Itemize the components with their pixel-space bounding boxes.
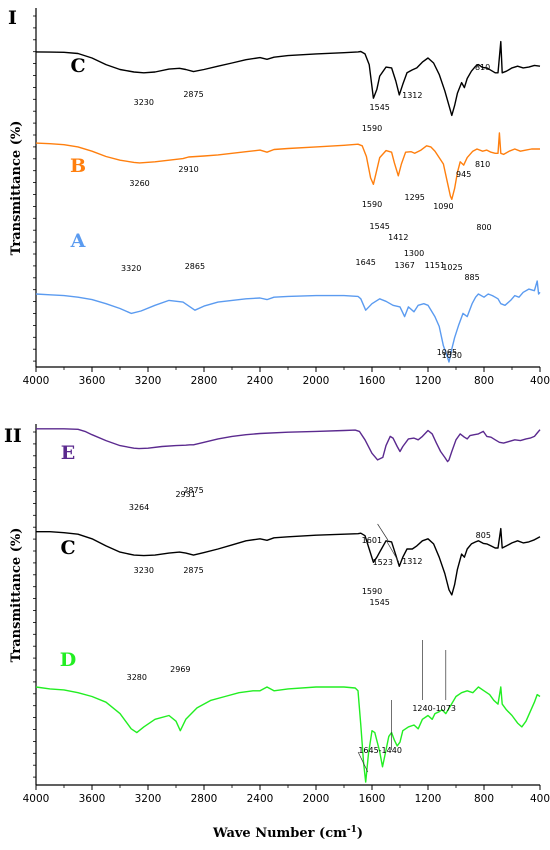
- peak-annotation: 1151: [425, 261, 445, 270]
- x-tick-label: 3600: [79, 793, 106, 805]
- series-D-line: [35, 686, 541, 783]
- peak-annotation: 1545: [370, 103, 390, 112]
- peak-annotation: 2910: [178, 165, 198, 174]
- x-tick-label: 3200: [135, 793, 162, 805]
- peak-annotation: 1590: [362, 587, 382, 596]
- panel-II: 4000 3600 3200 2800 2400 2000 1600 1200 800 400 II…: [4, 424, 550, 841]
- series-C-label: C: [60, 537, 75, 559]
- series-C-line: [35, 40, 541, 117]
- series-E-label: E: [61, 442, 75, 464]
- x-tick-label: 4000: [23, 793, 50, 805]
- peak-annotation: 3280: [127, 673, 147, 682]
- peak-annotation: 810: [475, 160, 490, 169]
- peak-annotation: 1025: [442, 263, 462, 272]
- series-C-label: C: [70, 55, 85, 77]
- peak-annotation: 1523: [373, 558, 393, 567]
- y-axis-title: Transmittance (%): [9, 121, 24, 256]
- peak-annotation: 810: [475, 63, 490, 72]
- panel-label: I: [8, 7, 17, 29]
- peak-annotation: 2969: [170, 665, 190, 674]
- peak-annotation: 1030: [442, 351, 462, 360]
- peak-annotation: 1590: [362, 124, 382, 133]
- peak-annotation: 3260: [129, 179, 149, 188]
- peak-annotation: 2931: [175, 490, 195, 499]
- peak-annotation: 3230: [134, 98, 154, 107]
- peak-annotation: 1240-1073: [412, 704, 456, 713]
- peak-annotation: 3320: [121, 264, 141, 273]
- peak-annotation: 1312: [402, 557, 422, 566]
- peak-annotation: 2875: [183, 90, 203, 99]
- x-tick-label: 2000: [303, 375, 330, 387]
- x-axis-title-main: Wave Number (cm: [212, 826, 347, 841]
- peak-annotation: 1545: [370, 222, 390, 231]
- series-A-line: [35, 280, 541, 363]
- x-tick-label: 2400: [247, 375, 274, 387]
- peak-annotation: 1312: [402, 91, 422, 100]
- peak-annotation: 885: [464, 273, 479, 282]
- annotation-leader-line: [385, 539, 400, 563]
- annotation-leader-line: [377, 523, 389, 541]
- series-B-line: [35, 132, 540, 200]
- x-tick-label: 2800: [191, 793, 218, 805]
- series-D-label: D: [60, 649, 76, 671]
- x-tick-label: 2800: [191, 375, 218, 387]
- series-E-line: [36, 428, 541, 463]
- peak-annotation: 2865: [185, 262, 205, 271]
- series-B-label: B: [70, 155, 86, 177]
- peak-annotation: 3230: [134, 566, 154, 575]
- x-tick-label: 400: [530, 793, 550, 805]
- x-tick-label: 1200: [415, 793, 442, 805]
- series-A-label: A: [70, 230, 86, 252]
- peak-annotation: 1300: [404, 249, 424, 258]
- peak-annotation: 1367: [394, 261, 414, 270]
- x-axis-title: Wave Number (cm-1): [212, 825, 363, 841]
- peak-annotation: 3264: [129, 503, 149, 512]
- x-tick-label: 3200: [135, 375, 162, 387]
- x-tick-label: 1600: [359, 375, 386, 387]
- peak-annotation: 945: [456, 170, 471, 179]
- x-tick-label: 1200: [415, 375, 442, 387]
- peak-annotation: 805: [476, 531, 491, 540]
- peak-annotation: 1090: [433, 202, 453, 211]
- panel-I: 4000 3600 3200 2800 2400 2000 1600 1200 800 400 I T…: [8, 7, 550, 387]
- panel-label: II: [4, 425, 22, 447]
- peak-annotation: 1545: [370, 598, 390, 607]
- peak-annotation: 2875: [183, 566, 203, 575]
- peak-annotation: 1295: [405, 193, 425, 202]
- annotation-leader-line: [357, 751, 369, 773]
- y-axis-title: Transmittance (%): [9, 528, 24, 663]
- x-tick-label: 3600: [79, 375, 106, 387]
- x-tick-label: 800: [474, 793, 494, 805]
- x-tick-label: 4000: [23, 375, 50, 387]
- x-tick-label: 400: [530, 375, 550, 387]
- x-tick-label: 2000: [303, 793, 330, 805]
- peak-annotation: 1065: [437, 348, 457, 357]
- peak-annotation: 800: [476, 223, 491, 232]
- series-C-line: [36, 527, 541, 596]
- x-tick-label: 2400: [247, 793, 274, 805]
- peak-annotation: 1412: [388, 233, 408, 242]
- peak-annotation: 1590: [362, 200, 382, 209]
- x-tick-label: 1600: [359, 793, 386, 805]
- peak-annotation: 2875: [183, 486, 203, 495]
- peak-annotation: 1645: [356, 258, 376, 267]
- x-tick-label: 800: [474, 375, 494, 387]
- x-axis-title-sup: -1: [347, 825, 357, 835]
- peak-annotation: 1645-1440: [358, 746, 402, 755]
- peak-annotation: 1601: [362, 536, 382, 545]
- x-axis-title-end: ): [357, 826, 363, 841]
